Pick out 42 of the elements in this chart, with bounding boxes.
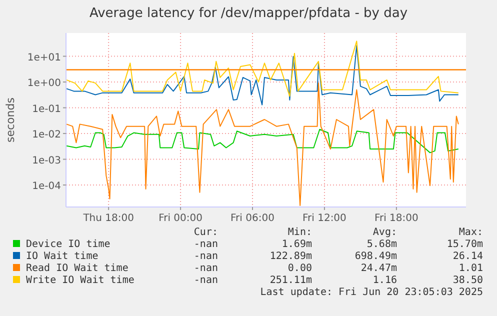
text: 1.16	[372, 275, 397, 286]
text: 38.50	[452, 275, 483, 286]
text: 26.14	[452, 251, 483, 262]
y-tick-label: 1e-03	[32, 155, 61, 166]
x-tick-label: Fri 12:00	[302, 213, 346, 224]
text: 698.49m	[354, 251, 397, 262]
legend-label: Read IO Wait time	[26, 263, 128, 274]
text: 15.70m	[446, 239, 483, 250]
legend-label: Write IO Wait time	[26, 275, 134, 286]
y-tick-label: 1e+01	[27, 52, 61, 64]
x-tick-label: Fri 06:00	[230, 213, 274, 224]
text: -nan	[194, 239, 218, 250]
x-tick-label: Thu 18:00	[82, 213, 134, 224]
text: 251.11m	[270, 275, 312, 286]
text: 0.00	[288, 263, 312, 274]
y-tick-label: 1e-04	[32, 181, 61, 192]
line-series	[66, 82, 459, 206]
text: 5.68m	[366, 239, 397, 250]
text: Max:	[458, 227, 483, 238]
y-tick-label: 1e-01	[32, 104, 61, 115]
x-tick-label: Fri 00:00	[158, 213, 203, 224]
y-tick-label: 1e+00	[27, 78, 61, 90]
y-tick-label: 1e-02	[32, 130, 61, 141]
line-series	[66, 40, 459, 97]
text: -nan	[194, 275, 218, 286]
text: 24.47m	[360, 263, 397, 274]
text: -nan	[194, 251, 218, 262]
y-axis-title: seconds	[4, 97, 17, 142]
text: Cur:	[194, 227, 218, 238]
text: Avg:	[372, 227, 397, 238]
legend-label: IO Wait time	[26, 251, 98, 262]
x-tick-label: Fri 18:00	[374, 213, 418, 224]
text: -nan	[194, 263, 218, 274]
text: 1.69m	[282, 239, 312, 250]
text: 1.01	[458, 263, 483, 274]
chart-title: Average latency for /dev/mapper/pfdata - by day	[89, 6, 408, 21]
legend-label: Device IO time	[26, 239, 110, 250]
text: Last update: Fri Jun 20 23:05:03 2025	[260, 287, 483, 298]
text: 122.89m	[270, 251, 312, 262]
line-series	[66, 128, 459, 154]
line-series	[66, 45, 459, 106]
text: Min:	[288, 227, 312, 238]
